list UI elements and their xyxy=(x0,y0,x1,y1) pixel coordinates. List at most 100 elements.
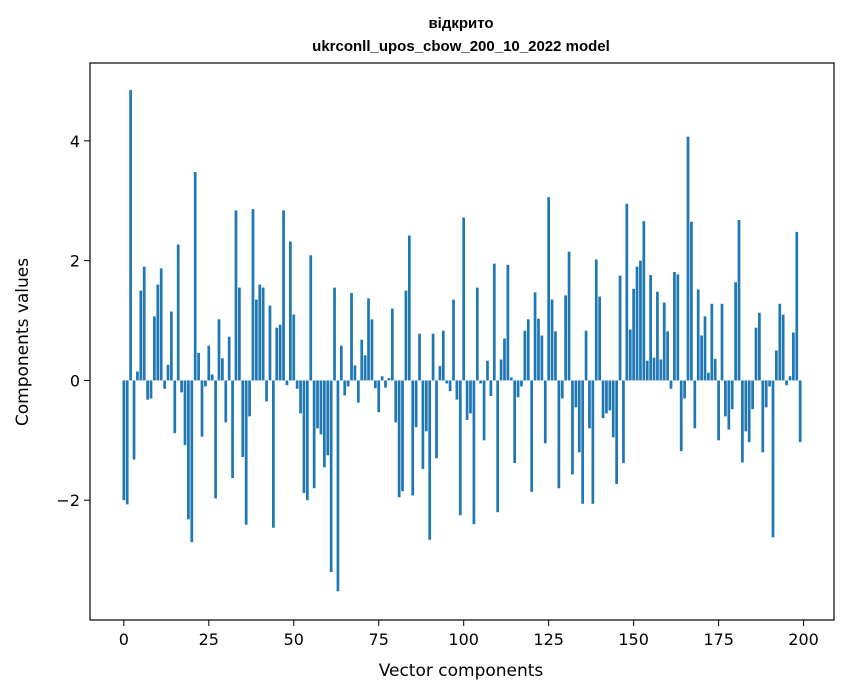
bar xyxy=(707,372,710,381)
bar xyxy=(591,380,595,504)
bar xyxy=(530,380,534,492)
x-tick-label: 175 xyxy=(703,630,734,649)
bar xyxy=(333,287,336,381)
bar xyxy=(492,263,496,381)
bar xyxy=(238,287,241,381)
bar xyxy=(193,172,197,381)
x-tick-label: 0 xyxy=(119,630,129,649)
bar xyxy=(594,259,598,381)
bar xyxy=(652,357,656,381)
bar xyxy=(717,380,720,441)
bar xyxy=(632,288,635,381)
bar xyxy=(526,319,530,381)
bar xyxy=(615,380,619,485)
bar xyxy=(792,332,795,381)
bar xyxy=(475,287,479,381)
chart-title-line-2: ukrconll_upos_cbow_200_10_2022 model xyxy=(312,38,610,55)
bar xyxy=(377,380,381,413)
bar xyxy=(489,380,493,396)
bar xyxy=(431,333,435,381)
bar xyxy=(659,359,663,381)
bar xyxy=(316,380,319,429)
bar xyxy=(455,380,459,400)
bar xyxy=(771,380,775,538)
bar xyxy=(635,266,639,381)
y-tick-label: −2 xyxy=(56,491,80,510)
bar xyxy=(136,371,139,381)
bar xyxy=(370,319,374,381)
bar-series xyxy=(122,89,802,592)
bar xyxy=(173,380,177,434)
bar xyxy=(469,380,472,414)
bar xyxy=(513,380,517,464)
bar xyxy=(662,302,666,381)
bar xyxy=(275,327,279,381)
bar xyxy=(788,376,792,381)
bar xyxy=(713,358,717,381)
bar xyxy=(564,295,568,381)
x-tick-label: 125 xyxy=(533,630,564,649)
bar xyxy=(628,329,632,381)
bar xyxy=(268,305,272,381)
bar xyxy=(292,314,296,381)
bar xyxy=(452,299,455,381)
bar xyxy=(496,380,500,513)
bar xyxy=(785,380,788,386)
bar xyxy=(142,266,146,381)
bar xyxy=(312,380,316,489)
bar xyxy=(231,380,234,479)
bar xyxy=(543,380,547,444)
bar xyxy=(319,380,323,435)
bar xyxy=(441,330,445,381)
bar xyxy=(414,380,418,428)
bar xyxy=(343,380,347,396)
bar xyxy=(781,314,785,381)
bar xyxy=(486,360,489,381)
bar xyxy=(768,380,771,387)
x-tick-label: 50 xyxy=(284,630,304,649)
bar xyxy=(261,287,265,381)
bar xyxy=(754,327,758,381)
bar xyxy=(686,136,690,381)
bar xyxy=(197,352,200,381)
bar xyxy=(146,380,149,400)
bar xyxy=(122,380,126,501)
bar xyxy=(217,319,221,381)
bar xyxy=(503,338,506,381)
bar xyxy=(204,380,207,387)
bar xyxy=(180,380,183,393)
bar xyxy=(540,335,544,381)
bar xyxy=(149,380,153,399)
bar xyxy=(418,333,421,381)
bar xyxy=(666,331,669,381)
bar xyxy=(798,380,802,443)
bar xyxy=(642,221,646,381)
bar xyxy=(710,303,714,381)
bar xyxy=(581,380,585,504)
bar xyxy=(690,221,693,381)
bar xyxy=(605,380,608,414)
bar xyxy=(346,380,350,387)
bar xyxy=(611,380,615,438)
bar xyxy=(289,241,292,381)
bar xyxy=(336,380,340,592)
bar xyxy=(751,380,754,410)
bar xyxy=(234,210,238,381)
bar xyxy=(207,345,211,381)
bar xyxy=(458,380,462,516)
bar xyxy=(329,380,333,573)
bar xyxy=(683,380,686,399)
bar xyxy=(248,380,251,417)
bar xyxy=(724,380,727,417)
bar xyxy=(625,203,629,381)
bar xyxy=(696,289,700,381)
bar xyxy=(557,380,561,489)
bar xyxy=(479,380,483,384)
bar xyxy=(656,291,659,381)
bar xyxy=(350,292,353,381)
bar xyxy=(309,255,313,381)
y-axis: −2 0 2 4 xyxy=(56,132,90,510)
bar xyxy=(669,380,673,389)
bar xyxy=(499,359,503,381)
